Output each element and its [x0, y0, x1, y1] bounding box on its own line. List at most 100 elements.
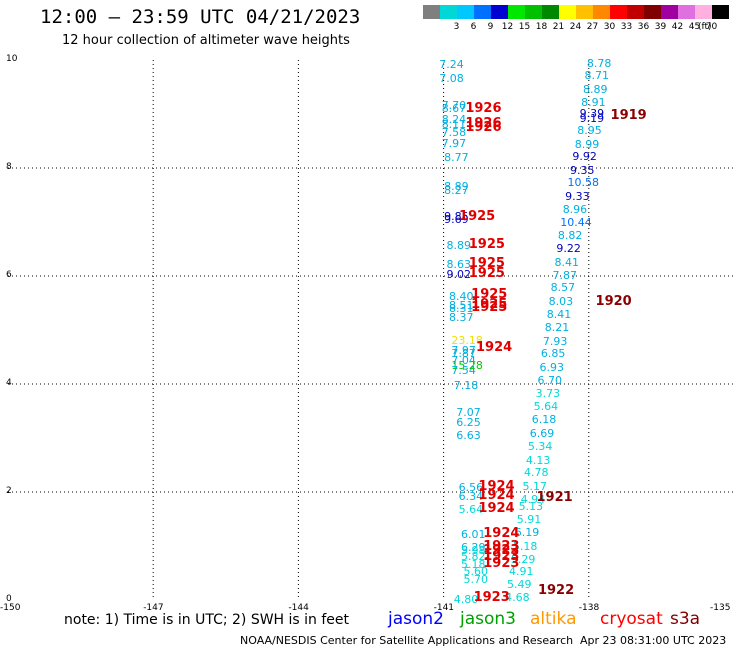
wave-height-value: 8.27 [444, 184, 469, 198]
legend-label: 70 [705, 22, 718, 32]
wave-height-value: 4.91 [508, 564, 534, 578]
pass-time-label: 1923 [483, 539, 520, 555]
wave-height-value: 5.49 [507, 578, 532, 592]
pass-time-label: 1921 [536, 490, 573, 506]
wave-height-value: 5.64 [533, 400, 559, 414]
pass-time-label: 1919 [610, 107, 647, 123]
wave-height-value: 6.18 [531, 413, 557, 427]
wave-height-value: 9.22 [556, 242, 581, 255]
wave-height-value: 6.01 [461, 527, 486, 541]
x-tick-label: -147 [143, 603, 164, 613]
wave-height-value: 6.63 [456, 428, 481, 442]
pass-time-label: 1924 [478, 478, 515, 494]
legend-swatch [661, 5, 678, 19]
legend-label: 30 [603, 22, 616, 32]
generated-timestamp: Apr 23 08:31:00 UTC 2023 [580, 634, 727, 647]
satellite-name-jason3: jason3 [460, 609, 516, 629]
wave-height-value: 8.41 [554, 256, 579, 270]
wave-height-value: 8.24 [441, 113, 467, 127]
wave-height-value: 8.41 [546, 307, 572, 321]
wave-height-value: 8.11 [441, 117, 467, 131]
legend-swatch [644, 5, 661, 19]
wave-height-value: 10.44 [560, 216, 592, 230]
legend-label: 6 [470, 22, 477, 32]
pass-time-label: 1925 [468, 266, 505, 282]
legend-label: 21 [552, 22, 565, 32]
wave-height-value: 6.85 [540, 347, 566, 361]
wave-height-value: 9.33 [565, 190, 590, 204]
wave-height-value: 8.89 [446, 239, 472, 253]
wave-height-value: 8.31 [448, 302, 474, 316]
legend-swatch [423, 5, 440, 19]
wave-height-value: 6.19 [514, 526, 540, 540]
legend-swatch [440, 5, 457, 19]
wave-height-value: 5.64 [458, 503, 484, 517]
legend-label: 15 [518, 22, 531, 32]
wave-height-value: 7.24 [439, 58, 464, 72]
legend-label: 12 [501, 22, 514, 32]
wave-height-value: 6.70 [537, 374, 563, 388]
wave-height-value: 9.39 [579, 107, 605, 120]
legend-label: 9 [487, 22, 494, 32]
wave-height-value: 6.56 [458, 480, 484, 494]
wave-height-value: 6.93 [539, 360, 564, 374]
legend-label: 27 [586, 22, 599, 32]
pass-time-label: 1924 [478, 501, 515, 517]
legend-swatch [576, 5, 593, 19]
wave-height-value: 5.70 [463, 573, 488, 587]
wave-height-value: 9.69 [444, 213, 469, 227]
wave-height-value: 8.67 [441, 101, 467, 115]
legend-swatch [457, 5, 474, 19]
satellite-name-cryosat: cryosat [600, 609, 663, 629]
wave-height-value: 8.89 [583, 82, 608, 96]
wave-height-value: 7.04 [451, 353, 476, 367]
x-tick-label: -144 [288, 603, 309, 613]
wave-height-value: 8.77 [444, 151, 469, 165]
legend-swatch [559, 5, 576, 19]
pass-time-label: 1920 [595, 293, 632, 309]
wave-height-value: 7.08 [439, 71, 464, 85]
wave-height-value: 7.87 [552, 269, 578, 282]
pass-time-label: 1925 [459, 208, 496, 224]
x-tick-label: -150 [0, 603, 21, 613]
credit-line: NOAA/NESDIS Center for Satellite Applica… [240, 634, 574, 647]
wave-height-value: 8.82 [557, 229, 583, 243]
satellite-name-s3a: s3a [670, 609, 701, 629]
wave-height-value: 8.40 [448, 289, 474, 303]
wave-height-value: 5.82 [461, 550, 486, 564]
y-tick-label: 8 [6, 162, 12, 172]
wave-height-value: 3.73 [535, 386, 561, 400]
legend-unit: (ft) [698, 22, 712, 32]
wave-height-value: 7.97 [451, 343, 476, 357]
wave-height-value: 5.60 [463, 564, 488, 578]
wave-height-value: 8.89 [444, 179, 469, 193]
legend-swatch [525, 5, 542, 19]
wave-height-value: 8.63 [446, 258, 472, 272]
wave-height-value: 8.03 [548, 294, 574, 308]
wave-height-value: 8.71 [584, 69, 609, 83]
pass-time-label: 1925 [471, 296, 508, 312]
pass-time-label: 1925 [468, 256, 505, 272]
pass-time-label: 1926 [465, 115, 502, 131]
wave-height-value: 8.21 [544, 320, 570, 334]
legend-swatch [678, 5, 695, 19]
wave-height-value: 4.78 [523, 466, 549, 480]
wave-height-value: 7.58 [441, 125, 467, 139]
pass-time-label: 1923 [483, 556, 520, 572]
legend-swatch [695, 5, 712, 19]
pass-time-label: 1922 [537, 582, 575, 598]
wave-height-value: 4.68 [505, 590, 530, 604]
legend-label: 3 [453, 22, 460, 32]
legend-swatch [474, 5, 491, 19]
wave-height-value: 9.92 [572, 150, 597, 164]
wave-height-value: 23.18 [451, 334, 483, 348]
wave-height-value: 6.69 [529, 426, 555, 440]
legend-swatch [610, 5, 627, 19]
pass-time-label: 1926 [465, 119, 502, 135]
x-tick-label: -135 [710, 603, 731, 613]
pass-time-label: 1923 [483, 548, 520, 564]
legend-swatch [627, 5, 644, 19]
legend-swatch [508, 5, 525, 19]
wave-height-value: 9.85 [444, 209, 469, 223]
wave-height-value: 7.87 [451, 347, 476, 361]
